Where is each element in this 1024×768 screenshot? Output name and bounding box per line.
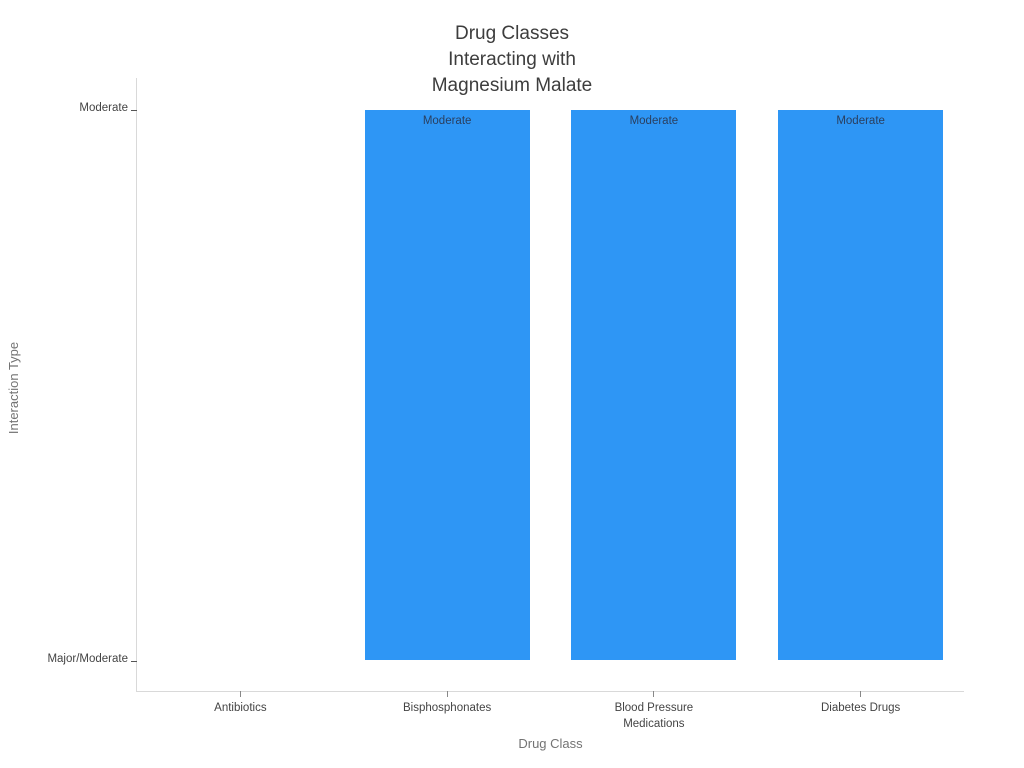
y-tick-mark bbox=[131, 661, 137, 662]
bar-label: Moderate bbox=[422, 115, 472, 127]
y-axis-title: Interaction Type bbox=[6, 341, 21, 435]
bar-label: Moderate bbox=[629, 115, 679, 127]
x-tick-label: Diabetes Drugs bbox=[820, 702, 901, 714]
x-tick-mark bbox=[860, 691, 862, 697]
y-tick-mark bbox=[131, 110, 137, 111]
chart-title: Drug Classes Interacting with Magnesium … bbox=[431, 23, 593, 96]
plot-area: Drug Class Major/Moderate Moderate Antibio… bbox=[47, 78, 964, 751]
y-tick-label: Moderate bbox=[79, 102, 128, 114]
x-tick-label: Blood Pressure Medications bbox=[614, 702, 694, 730]
x-tick-label: Antibiotics bbox=[214, 702, 267, 714]
x-axis-title: Drug Class bbox=[518, 736, 583, 751]
x-tick-mark bbox=[653, 691, 655, 697]
bar bbox=[571, 110, 737, 660]
x-tick-label: Bisphosphonates bbox=[403, 702, 492, 714]
bar-label: Moderate bbox=[836, 115, 885, 127]
y-tick-label: Major/Moderate bbox=[47, 653, 128, 665]
x-tick-mark bbox=[446, 691, 448, 697]
bar bbox=[778, 110, 944, 660]
bar bbox=[364, 110, 530, 660]
x-tick-mark bbox=[239, 691, 241, 697]
